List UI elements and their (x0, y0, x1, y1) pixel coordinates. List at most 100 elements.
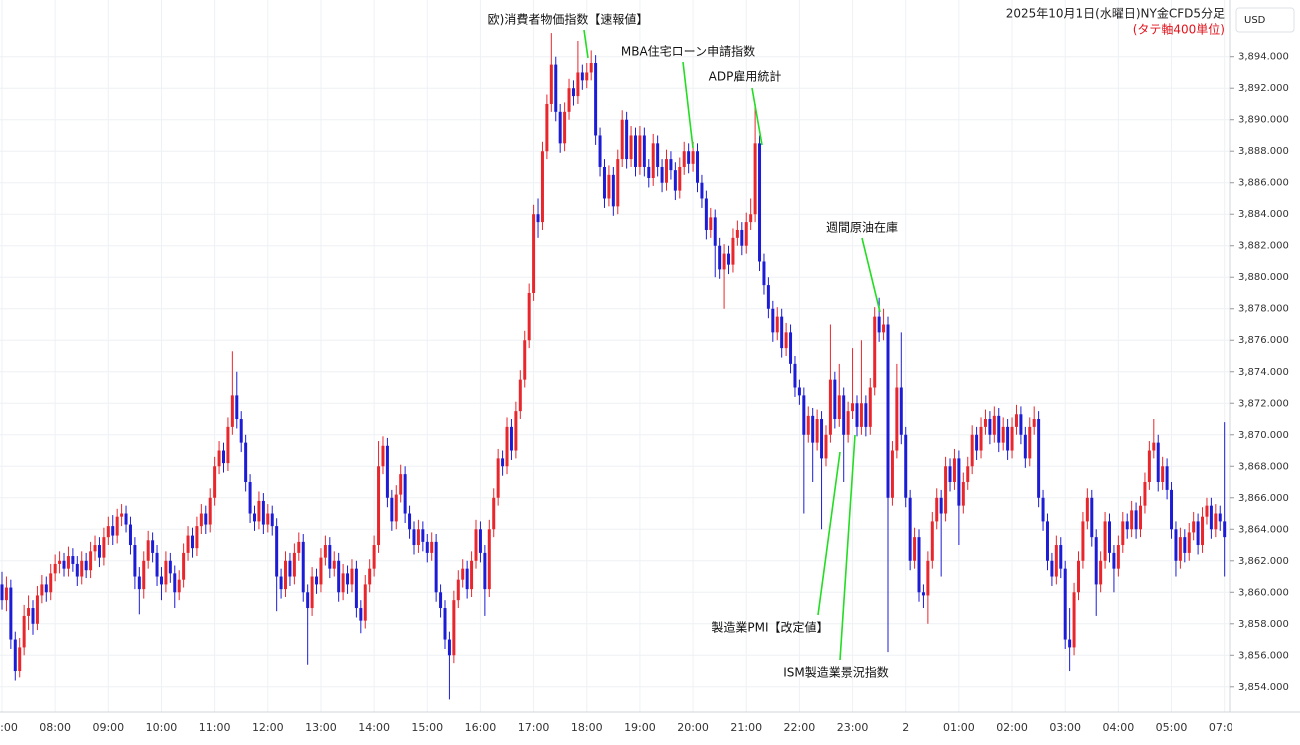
candle-body (1147, 450, 1151, 483)
candle-body (226, 426, 230, 464)
candle-body (988, 419, 992, 435)
candle-body (545, 103, 549, 152)
x-tick-label: 11:00 (199, 721, 231, 734)
candle-body (394, 494, 398, 522)
candle-body (75, 563, 79, 577)
candle-body (385, 445, 389, 498)
candle-body (1090, 497, 1094, 538)
candle-body (439, 592, 443, 609)
currency[interactable]: USD (1244, 15, 1266, 26)
x-tick-label: 15:00 (411, 721, 443, 734)
candle-body (762, 261, 766, 286)
annotation: ADP雇用統計 (709, 69, 782, 84)
currency-box[interactable] (1235, 7, 1295, 33)
annotation: 週間原油在庫 (826, 221, 898, 235)
candle-body (372, 545, 376, 569)
candle-body (886, 324, 890, 498)
candle-body (412, 529, 416, 546)
candle-body (58, 560, 62, 564)
candle-body (403, 474, 407, 514)
axes: 3,854.000 3,856.000 3,858.000 3,860.000 3,86… (1230, 52, 1289, 693)
candle-body (793, 363, 797, 388)
candle-body (527, 292, 531, 341)
candle-body (855, 403, 859, 427)
candle-body (452, 600, 456, 656)
candle-body (239, 419, 243, 443)
x-tick-label: 18:00 (571, 721, 603, 734)
candle-body (1201, 516, 1205, 546)
candle-body (709, 217, 713, 230)
candle-body (248, 482, 252, 514)
candle-body (651, 143, 655, 178)
candle-body (820, 419, 824, 459)
candle-body (687, 151, 691, 164)
candle-body (797, 387, 801, 396)
candle-body (341, 573, 345, 593)
candle-body (824, 434, 828, 459)
candle-body (607, 174, 611, 199)
candle-body (602, 166, 606, 199)
candle-body (425, 541, 429, 553)
candle-body (678, 166, 682, 191)
candle-body (523, 340, 527, 380)
candle-body (514, 411, 518, 451)
candle-body (926, 560, 930, 596)
candle-body (310, 576, 314, 609)
annotation-line (861, 237, 881, 313)
candle-body (961, 482, 965, 506)
candle-body (727, 253, 731, 265)
candle-body (306, 592, 310, 609)
candle-body (350, 568, 354, 585)
candle-body (682, 151, 686, 167)
x-tick-label: 12:00 (252, 721, 284, 734)
candle-body (744, 222, 748, 246)
candle-body (846, 411, 850, 435)
candle-body (447, 639, 451, 656)
x-tick-label: 23:00 (837, 721, 869, 734)
candle-body (571, 88, 575, 97)
candle-body (89, 551, 93, 571)
candle-body (753, 143, 757, 215)
candle-body (1223, 521, 1227, 538)
candle-body (1010, 426, 1014, 451)
x-tick-label: 21:00 (730, 721, 762, 734)
candle-body (997, 415, 1001, 443)
candle-body (780, 316, 784, 349)
candle-body (474, 529, 478, 561)
candle-body (1143, 482, 1147, 506)
candle-body (1063, 568, 1067, 640)
candle-body (0, 584, 4, 601)
y-tick-label: 3,884.000 (1238, 209, 1289, 220)
candle-body (456, 579, 460, 601)
x-tick-label: 01:00 (943, 721, 975, 734)
x-tick-label: 09:00 (92, 721, 124, 734)
candle-body (735, 229, 739, 238)
candle-body (292, 552, 296, 577)
candle-body (53, 563, 57, 574)
candle-body (363, 584, 367, 621)
candle-body (921, 592, 925, 596)
time-labels: 07:00 08:00 09:00 10:00 11:00 12:00 13:00 14:00… (0, 721, 1232, 734)
candle-body (673, 170, 677, 191)
candle-body (1183, 537, 1187, 553)
grid (0, 0, 1230, 712)
candle-body (882, 324, 886, 333)
y-tick-label: 3,858.000 (1238, 619, 1289, 630)
candle-body (190, 535, 194, 549)
candle-body (354, 568, 358, 609)
candle-body (944, 466, 948, 514)
candle-body (142, 560, 146, 590)
candle-body (784, 332, 788, 349)
candle-body (616, 159, 620, 207)
candle-body (199, 513, 203, 527)
candle-body (975, 434, 979, 451)
candle-body (505, 426, 509, 467)
candle-body (532, 214, 536, 293)
candle-body (625, 119, 629, 160)
candle-body (1045, 521, 1049, 561)
candle-body (1076, 560, 1080, 593)
candle-body (629, 135, 633, 160)
candle-body (877, 316, 881, 333)
candle-body (718, 245, 722, 270)
